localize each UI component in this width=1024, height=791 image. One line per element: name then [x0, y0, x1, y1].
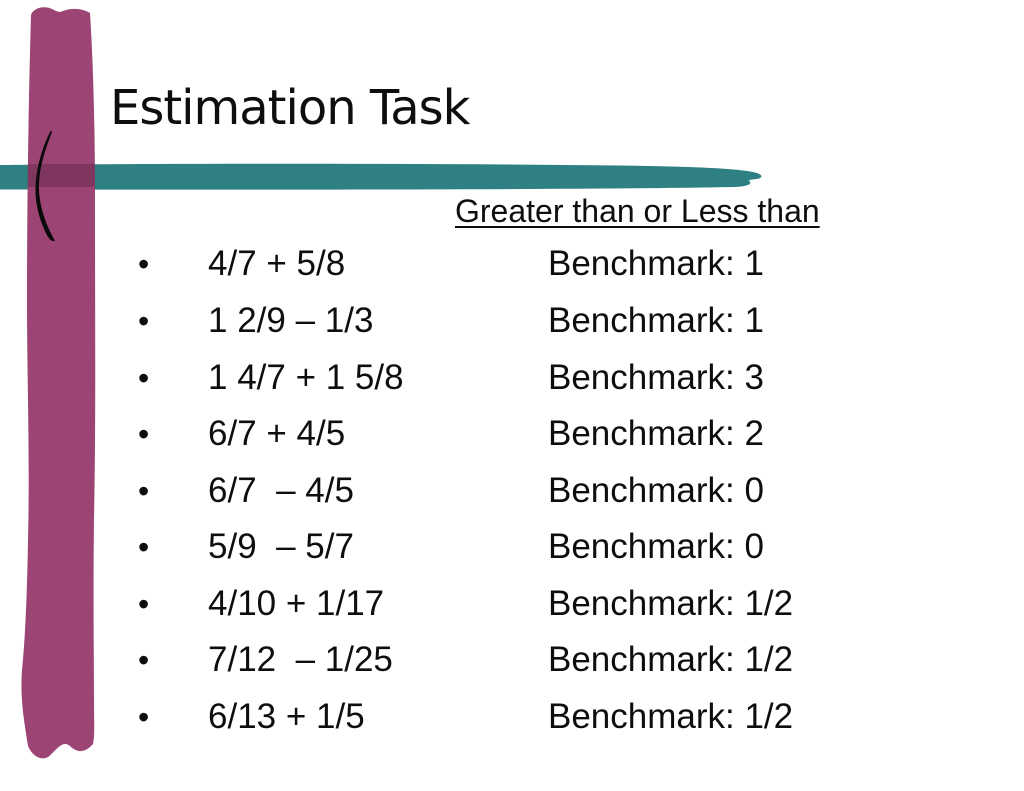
benchmark-text: Benchmark: 0	[548, 527, 764, 566]
benchmark-text: Benchmark: 1/2	[548, 697, 794, 736]
expression-text: 6/7 + 4/5	[208, 414, 346, 453]
expression-text: 4/7 + 5/8	[208, 244, 346, 283]
column-heading: Greater than or Less than	[455, 193, 820, 229]
list-item: • 1 4/7 + 1 5/8 Benchmark: 3	[0, 359, 1024, 399]
bullet-icon: •	[138, 642, 150, 678]
page-title: Estimation Task	[110, 80, 470, 136]
list-item: • 4/7 + 5/8 Benchmark: 1	[0, 245, 1024, 285]
bullet-icon: •	[138, 699, 150, 735]
bullet-icon: •	[138, 586, 150, 622]
benchmark-text: Benchmark: 1/2	[548, 640, 794, 679]
expression-text: 1 4/7 + 1 5/8	[208, 358, 404, 397]
expression-text: 6/13 + 1/5	[208, 697, 365, 736]
list-item: • 1 2/9 – 1/3 Benchmark: 1	[0, 302, 1024, 342]
bullet-icon: •	[138, 416, 150, 452]
benchmark-text: Benchmark: 2	[548, 414, 764, 453]
benchmark-text: Benchmark: 1	[548, 244, 764, 283]
benchmark-text: Benchmark: 1	[548, 301, 764, 340]
bullet-icon: •	[138, 473, 150, 509]
benchmark-text: Benchmark: 1/2	[548, 584, 794, 623]
expression-text: 7/12 – 1/25	[208, 640, 393, 679]
bullet-icon: •	[138, 529, 150, 565]
list-item: • 7/12 – 1/25 Benchmark: 1/2	[0, 641, 1024, 681]
list-item: • 6/7 – 4/5 Benchmark: 0	[0, 472, 1024, 512]
list-item: • 5/9 – 5/7 Benchmark: 0	[0, 528, 1024, 568]
expression-text: 5/9 – 5/7	[208, 527, 354, 566]
list-item: • 4/10 + 1/17 Benchmark: 1/2	[0, 585, 1024, 625]
list-item: • 6/13 + 1/5 Benchmark: 1/2	[0, 698, 1024, 738]
bullet-icon: •	[138, 303, 150, 339]
expression-text: 6/7 – 4/5	[208, 471, 354, 510]
bullet-icon: •	[138, 360, 150, 396]
benchmark-text: Benchmark: 3	[548, 358, 764, 397]
expression-text: 1 2/9 – 1/3	[208, 301, 374, 340]
expression-text: 4/10 + 1/17	[208, 584, 385, 623]
bullet-icon: •	[138, 246, 150, 282]
benchmark-text: Benchmark: 0	[548, 471, 764, 510]
list-item: • 6/7 + 4/5 Benchmark: 2	[0, 415, 1024, 455]
